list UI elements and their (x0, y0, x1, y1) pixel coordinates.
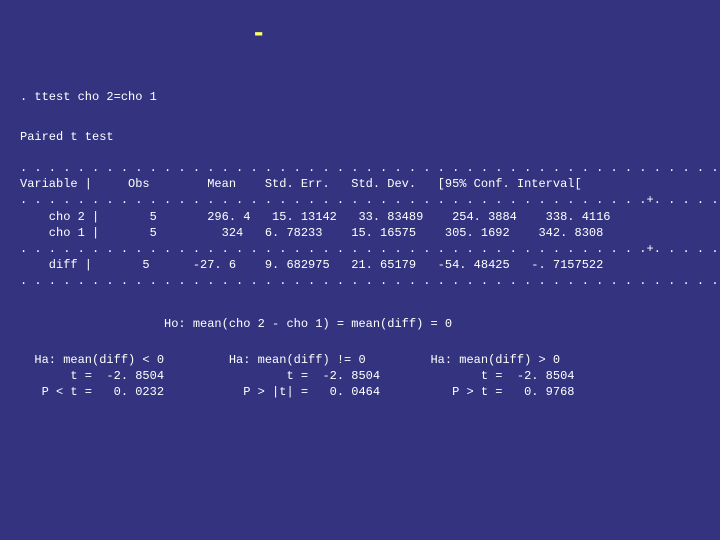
results-table: . . . . . . . . . . . . . . . . . . . . … (20, 160, 720, 290)
command-line: . ttest cho 2=cho 1 (20, 90, 157, 104)
null-hypothesis: Ho: mean(cho 2 - cho 1) = mean(diff) = 0 (20, 316, 452, 332)
test-name-label: Paired t test (20, 130, 114, 144)
alternative-hypotheses: Ha: mean(diff) < 0 Ha: mean(diff) != 0 H… (20, 352, 575, 401)
page-title: - (240, 16, 273, 48)
